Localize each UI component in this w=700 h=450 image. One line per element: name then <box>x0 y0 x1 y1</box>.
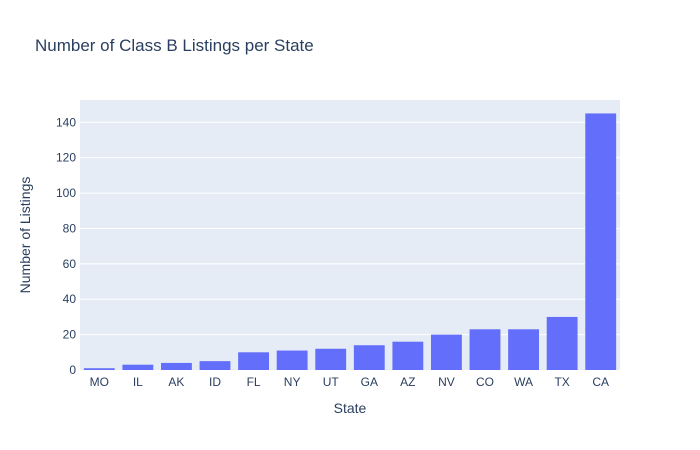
gridlines <box>80 121 620 336</box>
bar-mo[interactable] <box>83 368 115 370</box>
y-tick-label: 120 <box>56 151 76 165</box>
bar-tx[interactable] <box>546 316 578 370</box>
bar-az[interactable] <box>392 341 424 370</box>
bar-il[interactable] <box>122 364 154 370</box>
x-tick-label: ID <box>209 375 221 389</box>
y-tick-label: 140 <box>56 115 76 129</box>
x-tick-label: NY <box>284 375 301 389</box>
bar-ga[interactable] <box>353 345 385 370</box>
bar-fl[interactable] <box>238 352 269 370</box>
bar-ut[interactable] <box>315 348 347 370</box>
x-tick-label: FL <box>247 375 261 389</box>
x-tick-label: GA <box>361 375 378 389</box>
x-tick-label: TX <box>554 375 569 389</box>
x-tick-label: NV <box>438 375 455 389</box>
y-tick-label: 40 <box>63 292 77 306</box>
x-tick-label: IL <box>133 375 143 389</box>
x-axis-ticks: MO IL AK ID FL NY UT GA AZ NV CO WA TX CA <box>90 375 609 389</box>
x-tick-label: WA <box>514 375 533 389</box>
plot-area <box>80 100 620 370</box>
chart-title: Number of Class B Listings per State <box>35 36 314 55</box>
y-tick-label: 20 <box>63 328 77 342</box>
y-tick-label: 80 <box>63 221 77 235</box>
bar-wa[interactable] <box>508 329 539 370</box>
bar-ca[interactable] <box>585 113 617 370</box>
bar-id[interactable] <box>199 361 231 370</box>
bar-ak[interactable] <box>161 362 192 370</box>
bar-nv[interactable] <box>431 334 462 370</box>
y-tick-label: 100 <box>56 186 76 200</box>
bars <box>83 113 617 370</box>
x-tick-label: AK <box>168 375 184 389</box>
y-axis-ticks: 0 20 40 60 80 100 120 140 <box>56 115 76 377</box>
x-tick-label: CA <box>592 375 609 389</box>
bar-co[interactable] <box>469 329 501 370</box>
x-tick-label: UT <box>323 375 340 389</box>
y-axis-title: Number of Listings <box>17 177 33 294</box>
x-tick-label: CO <box>476 375 494 389</box>
x-tick-label: MO <box>90 375 109 389</box>
bar-ny[interactable] <box>276 350 308 370</box>
y-tick-label: 0 <box>69 363 76 377</box>
y-tick-label: 60 <box>63 257 77 271</box>
x-tick-label: AZ <box>400 375 415 389</box>
x-axis-title: State <box>334 400 367 416</box>
